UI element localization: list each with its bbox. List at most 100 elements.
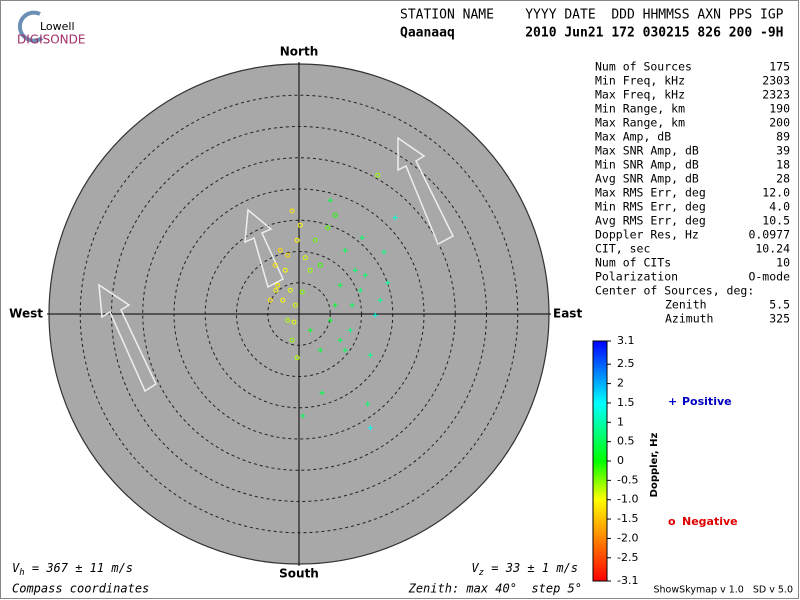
colorbar-tick-label: 2	[617, 377, 624, 390]
source-positive	[367, 425, 373, 431]
colorbar-tick-label: 0	[617, 454, 624, 467]
stat-value: O-mode	[748, 270, 790, 284]
source-negative	[282, 267, 288, 273]
source-negative	[312, 237, 318, 243]
colorbar-tick-label: 2.5	[617, 357, 635, 370]
source-positive	[342, 247, 348, 253]
source-negative	[289, 337, 295, 343]
velocity-subscript: h	[19, 568, 24, 578]
colorbar-label: Doppler, Hz	[649, 433, 660, 498]
legend-label: Negative	[682, 515, 738, 528]
legend-symbol: +	[668, 395, 677, 408]
source-positive	[362, 272, 368, 278]
stat-value: 4.0	[769, 200, 790, 214]
center-title: Center of Sources, deg:	[595, 284, 754, 298]
colorbar-tick-label: 1	[617, 415, 624, 428]
footer-zenith: Zenith: max 40° step 5°	[408, 582, 582, 596]
source-positive	[307, 327, 313, 333]
colorbar-tick-label: -3.1	[617, 574, 638, 587]
source-negative	[275, 282, 281, 288]
source-negative	[277, 247, 283, 253]
source-positive	[337, 282, 343, 288]
logo-top: Lowell	[40, 20, 75, 33]
source-negative	[325, 225, 331, 231]
compass-label: North	[280, 45, 318, 59]
stat-label: Min Range, km	[595, 102, 685, 116]
stat-label: Avg RMS Err, deg	[595, 214, 706, 228]
stat-value: 175	[769, 60, 790, 74]
source-positive	[352, 267, 358, 273]
stat-label: CIT, sec	[595, 242, 650, 256]
source-negative	[332, 212, 338, 218]
source-positive	[300, 413, 306, 419]
colorbar-tick-label: -0.5	[617, 473, 638, 486]
source-positive	[327, 197, 333, 203]
stat-label: Max Range, km	[595, 116, 685, 130]
source-negative	[292, 302, 298, 308]
stat-value: 39	[776, 144, 790, 158]
source-positive	[347, 327, 353, 333]
source-positive	[317, 347, 323, 353]
stat-value: 10.24	[755, 242, 790, 256]
header-line: Qaanaaq 2010 Jun21 172 030215 826 200 -9…	[400, 26, 784, 41]
logo-bottom: DIGISONDE	[17, 33, 85, 47]
velocity-part: V	[12, 561, 20, 575]
source-negative	[280, 297, 286, 303]
stat-label: Max Amp, dB	[595, 130, 671, 144]
velocity-subscript: z	[479, 568, 484, 578]
stat-value: 12.0	[762, 186, 790, 200]
source-negative	[287, 287, 293, 293]
source-positive	[381, 249, 387, 255]
source-positive	[349, 302, 355, 308]
compass-label: South	[279, 567, 319, 581]
header-line: STATION NAME YYYY DATE DDD HHMMSS AXN PP…	[400, 8, 784, 23]
center-value: 325	[769, 312, 790, 326]
stat-label: Min Freq, kHz	[595, 74, 685, 88]
source-negative	[297, 222, 303, 228]
stat-value: 10.5	[762, 214, 790, 228]
stat-value: 0.0977	[748, 228, 790, 242]
logo-arc	[17, 10, 44, 43]
stat-label: Avg SNR Amp, dB	[595, 172, 699, 186]
source-negative	[289, 208, 295, 214]
source-negative	[299, 289, 305, 295]
colorbar	[592, 340, 608, 582]
stat-value: 2303	[762, 74, 790, 88]
footer-coords: Compass coordinates	[12, 582, 149, 596]
stat-label: Max SNR Amp, dB	[595, 144, 699, 158]
source-negative	[375, 172, 381, 178]
drift-arrows	[98, 136, 454, 393]
stat-value: 18	[776, 158, 790, 172]
source-negative	[294, 237, 300, 243]
colorbar-tick-label: -1.5	[617, 512, 638, 525]
source-negative	[307, 267, 313, 273]
compass-label: East	[553, 307, 582, 321]
velocity: Vh = 367 ± 11 m/s	[12, 561, 133, 578]
stat-value: 28	[776, 172, 790, 186]
velocity: Vz = 33 ± 1 m/s	[471, 561, 578, 578]
stat-label: Polarization	[595, 270, 678, 284]
source-positive	[367, 352, 373, 358]
colorbar-tick-label: 0.5	[617, 435, 635, 448]
stat-value: 10	[776, 256, 790, 270]
colorbar-tick-label: -2.0	[617, 531, 638, 544]
stat-label: Doppler Res, Hz	[595, 228, 699, 242]
footer-version: ShowSkymap v 1.0 SD v 5.0	[654, 585, 794, 596]
stat-label: Min RMS Err, deg	[595, 200, 706, 214]
source-negative	[285, 317, 291, 323]
source-positive	[332, 302, 338, 308]
stat-value: 190	[769, 102, 790, 116]
stat-value: 200	[769, 116, 790, 130]
velocity-part: V	[471, 561, 479, 575]
legend-label: Positive	[682, 395, 732, 408]
velocity-part: = 367 ± 11 m/s	[25, 561, 133, 575]
stat-label: Num of Sources	[595, 60, 692, 74]
source-negative	[294, 355, 300, 361]
source-positive	[342, 347, 348, 353]
velocity-part: = 33 ± 1 m/s	[484, 561, 578, 575]
center-label: Azimuth	[665, 312, 713, 326]
compass-label: West	[9, 307, 43, 321]
source-negative	[267, 297, 273, 303]
source-positive	[357, 287, 363, 293]
